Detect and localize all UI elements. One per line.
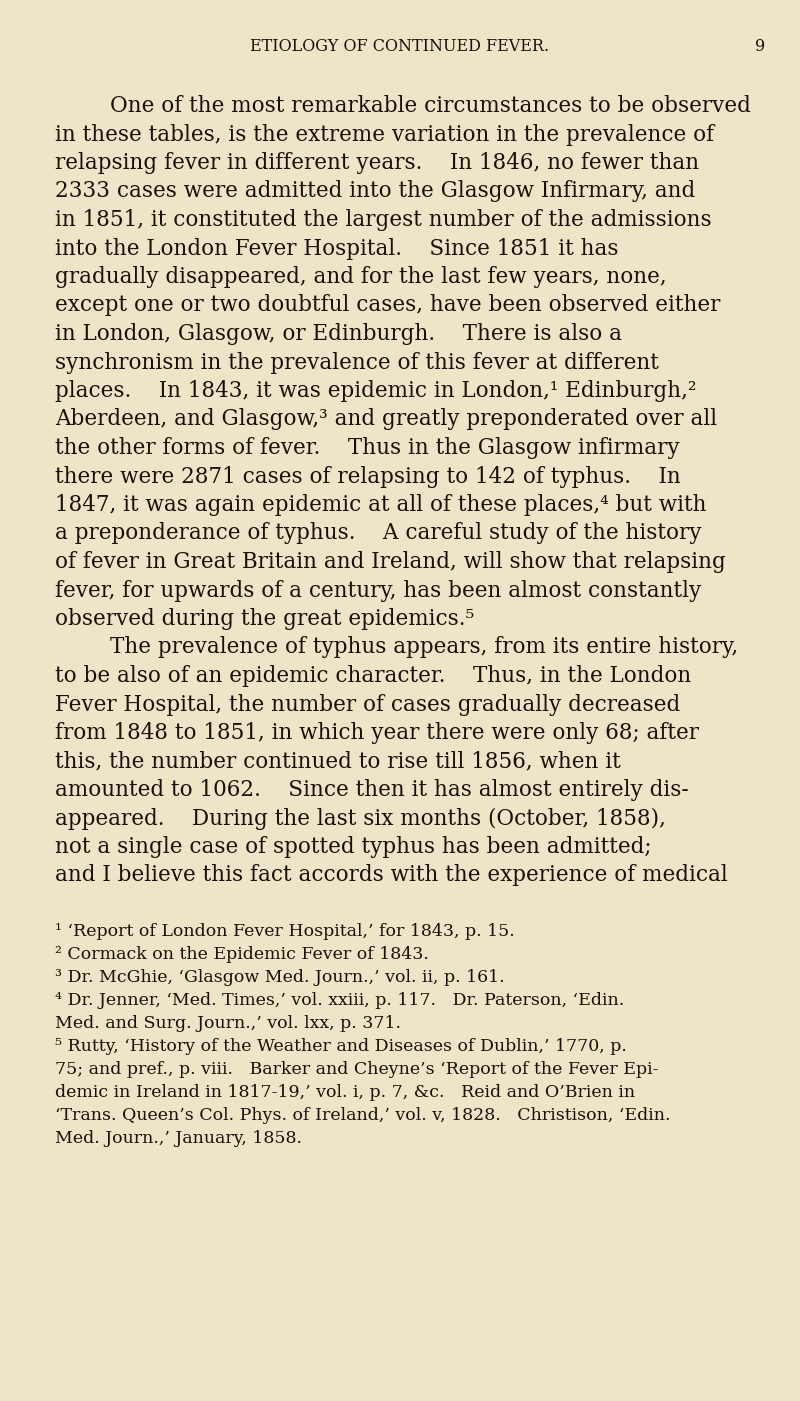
Text: into the London Fever Hospital.    Since 1851 it has: into the London Fever Hospital. Since 18… [55, 238, 618, 259]
Text: of fever in Great Britain and Ireland, will show that relapsing: of fever in Great Britain and Ireland, w… [55, 551, 726, 573]
Text: Fever Hospital, the number of cases gradually decreased: Fever Hospital, the number of cases grad… [55, 693, 680, 716]
Text: there were 2871 cases of relapsing to 142 of typhus.    In: there were 2871 cases of relapsing to 14… [55, 465, 681, 488]
Text: 75; and pref., p. viii.   Barker and Cheyne’s ‘Report of the Fever Epi-: 75; and pref., p. viii. Barker and Cheyn… [55, 1061, 658, 1077]
Text: ¹ ‘Report of London Fever Hospital,’ for 1843, p. 15.: ¹ ‘Report of London Fever Hospital,’ for… [55, 923, 514, 940]
Text: observed during the great epidemics.⁵: observed during the great epidemics.⁵ [55, 608, 474, 630]
Text: a preponderance of typhus.    A careful study of the history: a preponderance of typhus. A careful stu… [55, 523, 702, 545]
Text: and I believe this fact accords with the experience of medical: and I believe this fact accords with the… [55, 864, 728, 887]
Text: One of the most remarkable circumstances to be observed: One of the most remarkable circumstances… [110, 95, 751, 118]
Text: the other forms of fever.    Thus in the Glasgow infirmary: the other forms of fever. Thus in the Gl… [55, 437, 680, 460]
Text: in these tables, is the extreme variation in the prevalence of: in these tables, is the extreme variatio… [55, 123, 714, 146]
Text: not a single case of spotted typhus has been admitted;: not a single case of spotted typhus has … [55, 836, 651, 857]
Text: ETIOLOGY OF CONTINUED FEVER.: ETIOLOGY OF CONTINUED FEVER. [250, 38, 550, 55]
Text: The prevalence of typhus appears, from its entire history,: The prevalence of typhus appears, from i… [110, 636, 738, 658]
Text: Med. and Surg. Journ.,’ vol. lxx, p. 371.: Med. and Surg. Journ.,’ vol. lxx, p. 371… [55, 1014, 401, 1033]
Text: appeared.    During the last six months (October, 1858),: appeared. During the last six months (Oc… [55, 807, 666, 829]
Text: to be also of an epidemic character.    Thus, in the London: to be also of an epidemic character. Thu… [55, 665, 691, 686]
Text: fever, for upwards of a century, has been almost constantly: fever, for upwards of a century, has bee… [55, 580, 702, 601]
Text: amounted to 1062.    Since then it has almost entirely dis-: amounted to 1062. Since then it has almo… [55, 779, 689, 801]
Text: Aberdeen, and Glasgow,³ and greatly preponderated over all: Aberdeen, and Glasgow,³ and greatly prep… [55, 409, 717, 430]
Text: this, the number continued to rise till 1856, when it: this, the number continued to rise till … [55, 751, 621, 772]
Text: except one or two doubtful cases, have been observed either: except one or two doubtful cases, have b… [55, 294, 720, 317]
Text: synchronism in the prevalence of this fever at different: synchronism in the prevalence of this fe… [55, 352, 659, 374]
Text: ⁴ Dr. Jenner, ‘Med. Times,’ vol. xxiii, p. 117.   Dr. Paterson, ‘Edin.: ⁴ Dr. Jenner, ‘Med. Times,’ vol. xxiii, … [55, 992, 624, 1009]
Text: 1847, it was again epidemic at all of these places,⁴ but with: 1847, it was again epidemic at all of th… [55, 495, 706, 516]
Text: ² Cormack on the Epidemic Fever of 1843.: ² Cormack on the Epidemic Fever of 1843. [55, 946, 429, 962]
Text: in London, Glasgow, or Edinburgh.    There is also a: in London, Glasgow, or Edinburgh. There … [55, 324, 622, 345]
Text: ‘Trans. Queen’s Col. Phys. of Ireland,’ vol. v, 1828.   Christison, ‘Edin.: ‘Trans. Queen’s Col. Phys. of Ireland,’ … [55, 1107, 670, 1124]
Text: Med. Journ.,’ January, 1858.: Med. Journ.,’ January, 1858. [55, 1131, 302, 1147]
Text: ³ Dr. McGhie, ‘Glasgow Med. Journ.,’ vol. ii, p. 161.: ³ Dr. McGhie, ‘Glasgow Med. Journ.,’ vol… [55, 969, 505, 986]
Text: from 1848 to 1851, in which year there were only 68; after: from 1848 to 1851, in which year there w… [55, 722, 699, 744]
Text: relapsing fever in different years.    In 1846, no fewer than: relapsing fever in different years. In 1… [55, 151, 699, 174]
Text: demic in Ireland in 1817-19,’ vol. i, p. 7, &c.   Reid and O’Brien in: demic in Ireland in 1817-19,’ vol. i, p.… [55, 1084, 635, 1101]
Text: 2333 cases were admitted into the Glasgow Infirmary, and: 2333 cases were admitted into the Glasgo… [55, 181, 695, 203]
Text: ⁵ Rutty, ‘History of the Weather and Diseases of Dublin,’ 1770, p.: ⁵ Rutty, ‘History of the Weather and Dis… [55, 1038, 627, 1055]
Text: in 1851, it constituted the largest number of the admissions: in 1851, it constituted the largest numb… [55, 209, 712, 231]
Text: 9: 9 [754, 38, 765, 55]
Text: places.    In 1843, it was epidemic in London,¹ Edinburgh,²: places. In 1843, it was epidemic in Lond… [55, 380, 697, 402]
Text: gradually disappeared, and for the last few years, none,: gradually disappeared, and for the last … [55, 266, 666, 289]
